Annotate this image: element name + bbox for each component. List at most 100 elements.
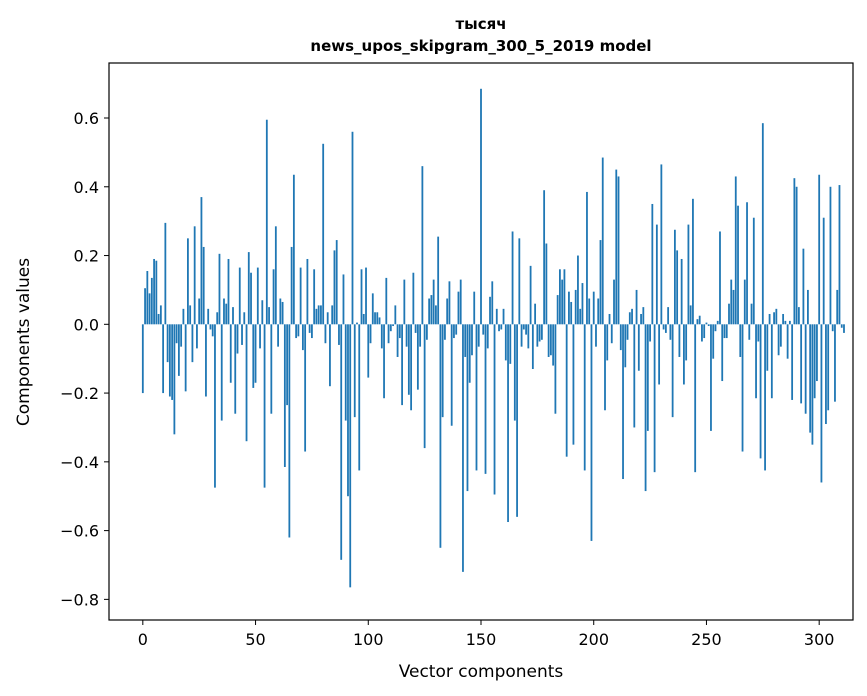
y-tick-label: 0.2 bbox=[74, 247, 99, 266]
bar bbox=[333, 250, 336, 325]
bar bbox=[664, 324, 667, 333]
bar bbox=[491, 281, 494, 325]
bar bbox=[205, 324, 207, 397]
bar bbox=[662, 324, 665, 330]
bar bbox=[329, 324, 331, 387]
bar bbox=[498, 324, 500, 332]
bar bbox=[773, 312, 775, 325]
bar bbox=[236, 324, 239, 354]
bar bbox=[407, 324, 410, 395]
bar bbox=[755, 324, 757, 399]
bar bbox=[358, 324, 361, 471]
bar bbox=[256, 267, 259, 325]
bar bbox=[338, 324, 340, 345]
bar bbox=[412, 272, 415, 325]
bar bbox=[216, 312, 219, 325]
bar bbox=[168, 324, 171, 397]
bar bbox=[838, 185, 841, 325]
bar bbox=[748, 324, 751, 340]
bar bbox=[820, 324, 823, 483]
bar bbox=[218, 253, 221, 325]
bar bbox=[549, 324, 552, 356]
bar bbox=[655, 224, 658, 325]
bar bbox=[520, 324, 523, 347]
bar bbox=[617, 176, 620, 325]
bar bbox=[757, 324, 760, 342]
bar bbox=[502, 308, 505, 325]
bar bbox=[209, 324, 212, 330]
bar bbox=[405, 324, 408, 347]
bar bbox=[432, 279, 435, 325]
bar bbox=[644, 324, 647, 492]
bar bbox=[633, 324, 636, 428]
bar bbox=[214, 324, 216, 488]
bar bbox=[579, 308, 582, 325]
bar bbox=[182, 308, 185, 325]
bar bbox=[610, 324, 613, 344]
bar bbox=[622, 324, 624, 480]
bar bbox=[141, 324, 144, 394]
bar bbox=[335, 240, 338, 325]
bar bbox=[552, 324, 555, 366]
bar bbox=[554, 324, 557, 414]
bar bbox=[495, 308, 498, 325]
bar bbox=[653, 324, 656, 473]
bar bbox=[518, 238, 521, 325]
bar bbox=[428, 298, 431, 325]
bar bbox=[250, 272, 252, 325]
x-tick-label: 300 bbox=[804, 630, 835, 649]
bar bbox=[737, 205, 739, 325]
bar bbox=[150, 277, 153, 325]
bar bbox=[464, 324, 467, 357]
bar bbox=[453, 324, 455, 339]
bar bbox=[193, 226, 196, 325]
bar bbox=[419, 324, 422, 347]
bar bbox=[743, 279, 746, 325]
bar bbox=[200, 197, 203, 325]
bar bbox=[574, 289, 577, 325]
bar bbox=[531, 324, 534, 370]
bar bbox=[480, 88, 482, 325]
bar bbox=[678, 324, 681, 357]
bar bbox=[646, 324, 649, 431]
bar bbox=[608, 313, 611, 325]
bar bbox=[360, 269, 363, 325]
bar bbox=[162, 324, 165, 394]
bar bbox=[374, 312, 376, 325]
bar bbox=[157, 313, 160, 325]
bar bbox=[380, 324, 383, 349]
bar bbox=[290, 246, 293, 325]
bar bbox=[247, 252, 250, 325]
bar bbox=[241, 324, 243, 345]
bar bbox=[500, 324, 503, 330]
bar bbox=[295, 324, 298, 339]
bar bbox=[547, 324, 550, 357]
bar bbox=[701, 324, 703, 342]
y-tick-label: −0.8 bbox=[60, 590, 99, 609]
bar bbox=[398, 324, 401, 339]
bar bbox=[383, 324, 385, 399]
bar bbox=[676, 250, 679, 325]
bar bbox=[471, 324, 473, 356]
bar bbox=[577, 255, 579, 325]
bar bbox=[730, 279, 733, 325]
bar bbox=[509, 324, 512, 364]
bar bbox=[829, 186, 832, 325]
bar bbox=[441, 324, 444, 418]
bar bbox=[827, 324, 830, 411]
bar bbox=[387, 324, 390, 344]
bar bbox=[396, 324, 399, 357]
bar bbox=[389, 324, 392, 332]
bar bbox=[437, 236, 440, 325]
bar bbox=[344, 324, 347, 421]
bar bbox=[840, 324, 843, 328]
bar bbox=[308, 324, 311, 333]
chart-title-line1: тысяч bbox=[455, 15, 506, 33]
bar bbox=[349, 324, 352, 588]
bar bbox=[385, 277, 388, 325]
bar bbox=[286, 324, 289, 406]
bar bbox=[187, 238, 189, 325]
bar bbox=[311, 324, 313, 339]
bar bbox=[164, 222, 167, 325]
bar bbox=[696, 319, 699, 325]
